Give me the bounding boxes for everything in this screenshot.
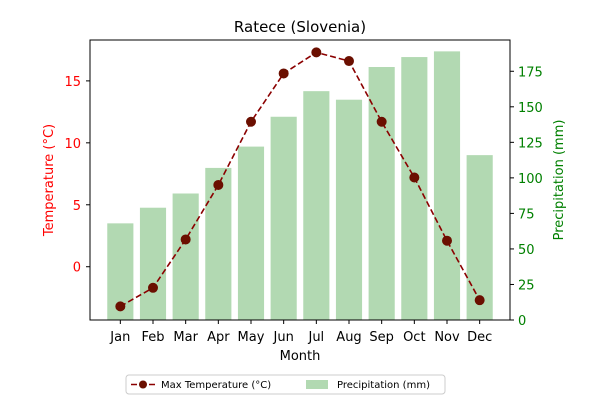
x-tick-label: Jun <box>273 330 294 345</box>
y-left-tick-label: 5 <box>73 199 81 214</box>
precipitation-bar-oct <box>401 57 428 320</box>
y-axis-left: 0 5 10 15 <box>64 75 90 276</box>
precipitation-bar-dec <box>466 155 493 320</box>
precipitation-bar-aug <box>335 99 363 320</box>
x-axis: Jan Feb Mar Apr May Jun Jul Aug Sep Oct Nov Dec <box>109 320 492 345</box>
precipitation-bar-nov <box>433 51 461 321</box>
legend: Max Temperature (°C) Precipitation (mm) <box>125 374 446 395</box>
temperature-point-apr <box>213 179 224 190</box>
y-axis-left-label: Temperature (°C) <box>42 124 57 237</box>
x-tick-label: Jul <box>307 330 324 345</box>
temperature-point-feb <box>148 282 158 293</box>
x-tick-label: Dec <box>467 330 492 345</box>
legend-box <box>125 374 446 395</box>
x-axis-label: Month <box>280 349 321 364</box>
precipitation-bars <box>107 51 493 321</box>
precipitation-bar-mar <box>172 193 199 320</box>
x-tick-label: Feb <box>141 330 164 345</box>
temperature-point-oct <box>409 172 420 183</box>
legend-precipitation-label: Precipitation (mm) <box>337 380 430 391</box>
y-right-tick-label: 25 <box>518 278 535 293</box>
temperature-point-jul <box>311 47 322 58</box>
temperature-point-nov <box>442 235 452 246</box>
y-left-tick-label: 10 <box>64 137 81 152</box>
y-right-tick-label: 150 <box>518 101 543 116</box>
x-tick-label: Oct <box>403 330 425 345</box>
y-right-tick-label: 75 <box>518 207 535 222</box>
precipitation-bar-apr <box>205 167 232 320</box>
precipitation-bar-sep <box>368 67 395 321</box>
y-axis-right-label: Precipitation (mm) <box>552 120 567 241</box>
temperature-point-jan <box>115 301 126 312</box>
plot-area <box>89 39 511 321</box>
temperature-point-aug <box>344 56 354 67</box>
x-tick-label: May <box>238 330 265 345</box>
x-tick-label: Jan <box>109 330 130 345</box>
x-tick-label: Mar <box>173 330 198 345</box>
legend-temperature-marker <box>139 380 147 389</box>
y-right-tick-label: 50 <box>518 243 535 258</box>
precipitation-bar-jun <box>270 116 297 320</box>
y-right-tick-label: 100 <box>518 172 543 187</box>
x-tick-label: Sep <box>369 330 394 345</box>
precipitation-bar-feb <box>139 207 167 320</box>
y-right-tick-label: 175 <box>518 65 543 80</box>
temperature-point-dec <box>474 295 485 306</box>
y-right-tick-label: 0 <box>518 314 526 329</box>
legend-precipitation-swatch <box>306 380 328 389</box>
precipitation-bar-may <box>237 146 265 320</box>
temperature-line <box>115 47 485 312</box>
temperature-point-jun <box>278 68 289 79</box>
temperature-point-may <box>246 116 256 127</box>
y-left-tick-label: 15 <box>64 75 81 90</box>
x-tick-label: Apr <box>207 330 230 345</box>
y-left-tick-label: 0 <box>73 261 81 276</box>
chart-title: Ratece (Slovenia) <box>234 18 366 36</box>
y-right-tick-label: 125 <box>518 136 543 151</box>
precipitation-bar-jul <box>303 91 330 320</box>
x-tick-label: Nov <box>434 330 460 345</box>
y-axis-right: 0 25 50 75 100 125 150 175 <box>510 65 543 329</box>
temperature-series-line <box>119 51 481 308</box>
temperature-point-mar <box>180 234 191 245</box>
x-tick-label: Aug <box>336 330 361 345</box>
temperature-point-sep <box>376 116 387 127</box>
legend-temperature-label: Max Temperature (°C) <box>161 380 271 391</box>
